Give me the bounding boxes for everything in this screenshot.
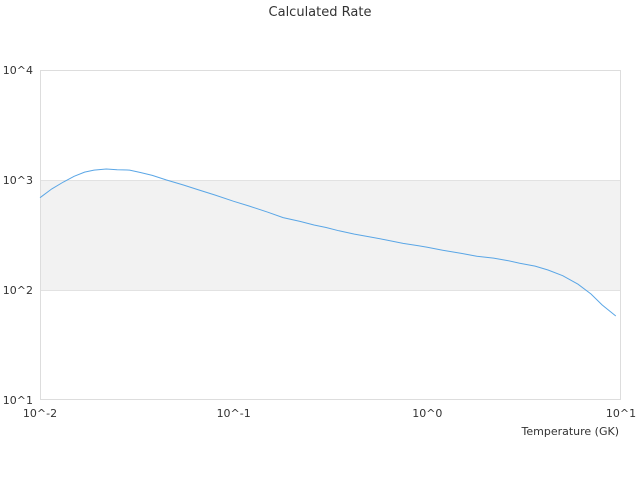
y-tick-labels: 10^1 10^2 10^3 10^4	[3, 64, 33, 407]
x-tick-label: 10^-2	[23, 407, 57, 420]
x-axis-label: Temperature (GK)	[521, 425, 620, 438]
x-tick-label: 10^1	[606, 407, 636, 420]
plot-grid	[40, 180, 621, 291]
plot-bands	[40, 180, 621, 290]
x-tick-labels: 10^-2 10^-1 10^0 10^1	[23, 407, 636, 420]
x-tick-label: 10^0	[412, 407, 442, 420]
y-tick-label: 10^2	[3, 284, 33, 297]
x-tick-label: 10^-1	[217, 407, 251, 420]
y-tick-label: 10^3	[3, 174, 33, 187]
y-tick-label: 10^4	[3, 64, 33, 77]
grid-band	[40, 180, 621, 290]
y-tick-label: 10^1	[3, 394, 33, 407]
series-layer	[39, 168, 617, 317]
chart-title: Calculated Rate	[269, 5, 372, 20]
plot-frame	[40, 70, 621, 400]
series-line	[39, 168, 617, 317]
